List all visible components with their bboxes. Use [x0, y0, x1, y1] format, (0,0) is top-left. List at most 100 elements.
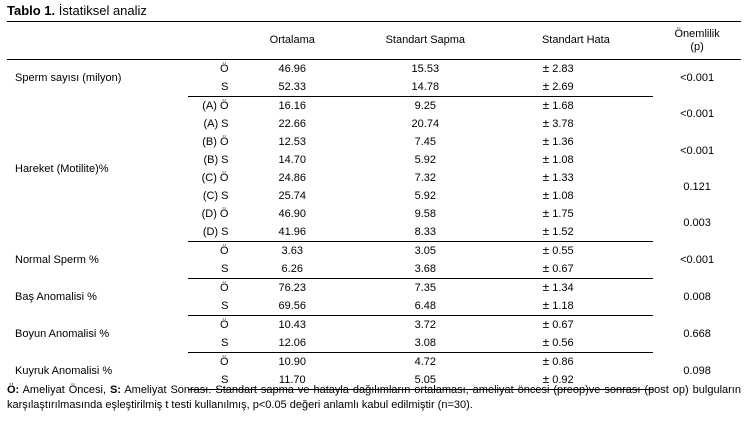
plus-minus-sign: ± — [542, 206, 550, 220]
row-se-value: 0.92 — [552, 374, 574, 386]
row-se: ± 1.08 — [499, 187, 654, 205]
plus-minus-sign: ± — [542, 188, 550, 202]
row-sd: 7.35 — [414, 281, 437, 294]
row-se-value: 1.75 — [552, 208, 574, 220]
row-label: Boyun Anomalisi % — [15, 327, 110, 340]
table-caption: Tablo 1. İstatiksel analiz — [7, 3, 147, 19]
row-sd: 9.25 — [414, 99, 437, 112]
header-p-line1: Önemlilik — [674, 27, 720, 40]
row-group: (D) S — [187, 223, 233, 242]
row-mean: 52.33 — [232, 78, 353, 97]
row-mean: 16.16 — [278, 99, 307, 112]
row-group: (C) Ö — [201, 171, 229, 184]
plus-minus-sign: ± — [542, 317, 550, 331]
row-se: ± 1.18 — [498, 297, 654, 316]
row-sd: 5.92 — [414, 189, 437, 202]
row-se-value: 2.83 — [552, 63, 574, 75]
row-p-value: <0.001 — [680, 108, 715, 121]
row-se-value: 1.34 — [552, 282, 574, 294]
footnote-o-abbr: Ö: — [7, 384, 20, 396]
row-mean: 12.53 — [278, 135, 307, 148]
header-p-line2: (p) — [690, 40, 704, 53]
row-sd: 15.53 — [411, 62, 440, 75]
row-se: ± 1.08 — [499, 151, 654, 169]
row-p-value: <0.001 — [680, 253, 715, 266]
row-label: Baş Anomalisi % — [15, 290, 97, 303]
row-label: Normal Sperm % — [15, 253, 99, 266]
table-row: Sperm sayısı (milyon) Ö 46.96 15.53 ± 2.83 <0… — [7, 60, 741, 84]
row-mean: 22.66 — [278, 117, 307, 130]
table-row: (D) Ö 46.90 9.58 ± 1.75 0.003 — [7, 205, 741, 229]
table-header-row: Ortalama Standart Sapma Standart Hata Ön… — [7, 21, 741, 60]
table-body: Sperm sayısı (milyon) Ö 46.96 15.53 ± 2.83 <0… — [7, 60, 741, 390]
plus-minus-sign: ± — [542, 79, 550, 93]
row-mean: 10.90 — [278, 355, 307, 368]
row-p-value: 0.008 — [683, 290, 711, 303]
table-row: Hareket (Motilite)% (A) Ö 16.16 9.25 ± 1.68 <… — [7, 97, 741, 175]
row-mean: 11.70 — [232, 371, 353, 390]
row-se-value: 1.08 — [552, 190, 574, 202]
row-mean: 46.96 — [278, 62, 307, 75]
row-group: Ö — [219, 244, 229, 257]
row-se-value: 3.78 — [552, 118, 574, 130]
row-se-value: 0.86 — [552, 356, 574, 368]
row-sd: 3.72 — [414, 318, 437, 331]
row-se-value: 0.67 — [552, 263, 574, 275]
plus-minus-sign: ± — [542, 243, 550, 257]
plus-minus-sign: ± — [542, 280, 550, 294]
row-se: ± 0.86 — [499, 353, 654, 372]
plus-minus-sign: ± — [542, 224, 550, 238]
row-group: S — [187, 78, 233, 97]
row-se: ± 0.67 — [499, 316, 654, 335]
row-group: S — [187, 371, 233, 390]
plus-minus-sign: ± — [542, 61, 550, 75]
row-p-value: 0.003 — [683, 216, 711, 229]
header-p: Önemlilik (p) — [653, 22, 741, 60]
table-row: Kuyruk Anomalisi % Ö 10.90 4.72 ± 0.86 0.098 — [7, 353, 741, 377]
row-se-value: 1.52 — [552, 226, 574, 238]
row-p-value: <0.001 — [680, 144, 715, 157]
footnote-s-abbr: S: — [109, 384, 121, 396]
row-se-value: 1.68 — [552, 100, 574, 112]
plus-minus-sign: ± — [542, 354, 550, 368]
row-group: Ö — [219, 355, 229, 368]
header-label — [7, 22, 188, 60]
row-mean: 46.90 — [278, 207, 307, 220]
row-sd: 9.58 — [414, 207, 437, 220]
row-group: Ö — [219, 62, 229, 75]
footnote-s-text: Ameliyat Sonrası. Standart sapma ve hata… — [7, 384, 741, 411]
row-p-value: 0.121 — [683, 180, 711, 193]
header-sd: Standart Sapma — [385, 34, 466, 46]
row-sd: 3.68 — [352, 260, 499, 279]
row-se: ± 1.33 — [499, 169, 654, 187]
row-se-value: 1.18 — [552, 300, 574, 312]
row-se: ± 1.34 — [499, 279, 654, 298]
row-mean: 76.23 — [278, 281, 307, 294]
table-row: Boyun Anomalisi % Ö 10.43 3.72 ± 0.67 0.668 — [7, 316, 741, 340]
row-group: (B) S — [203, 153, 229, 166]
plus-minus-sign: ± — [542, 152, 550, 166]
table-row: S 69.56 6.48 ± 1.18 — [7, 297, 741, 316]
row-se: ± 2.69 — [498, 78, 654, 97]
row-group: (C) S — [202, 189, 229, 202]
table-row: Normal Sperm % Ö 3.63 3.05 ± 0.55 <0.001 — [7, 242, 741, 266]
row-se: ± 1.36 — [499, 133, 654, 151]
row-group: (A) S — [203, 117, 229, 130]
row-mean: 3.63 — [281, 244, 303, 257]
row-se-value: 0.56 — [552, 337, 574, 349]
row-p-value: 0.668 — [683, 327, 711, 340]
row-group: Ö — [219, 318, 229, 331]
row-sd: 20.74 — [411, 117, 440, 130]
row-sd: 4.72 — [414, 355, 437, 368]
row-mean: 25.74 — [278, 189, 307, 202]
row-se: ± 0.92 — [498, 371, 654, 390]
row-group: Ö — [219, 281, 229, 294]
row-mean: 69.56 — [232, 297, 353, 316]
row-mean: 6.26 — [232, 260, 353, 279]
row-se-value: 1.36 — [552, 136, 574, 148]
row-se: ± 1.75 — [499, 205, 654, 223]
row-se: ± 1.68 — [499, 97, 654, 116]
caption-number: Tablo 1. — [7, 3, 56, 18]
row-mean: 24.86 — [278, 171, 307, 184]
